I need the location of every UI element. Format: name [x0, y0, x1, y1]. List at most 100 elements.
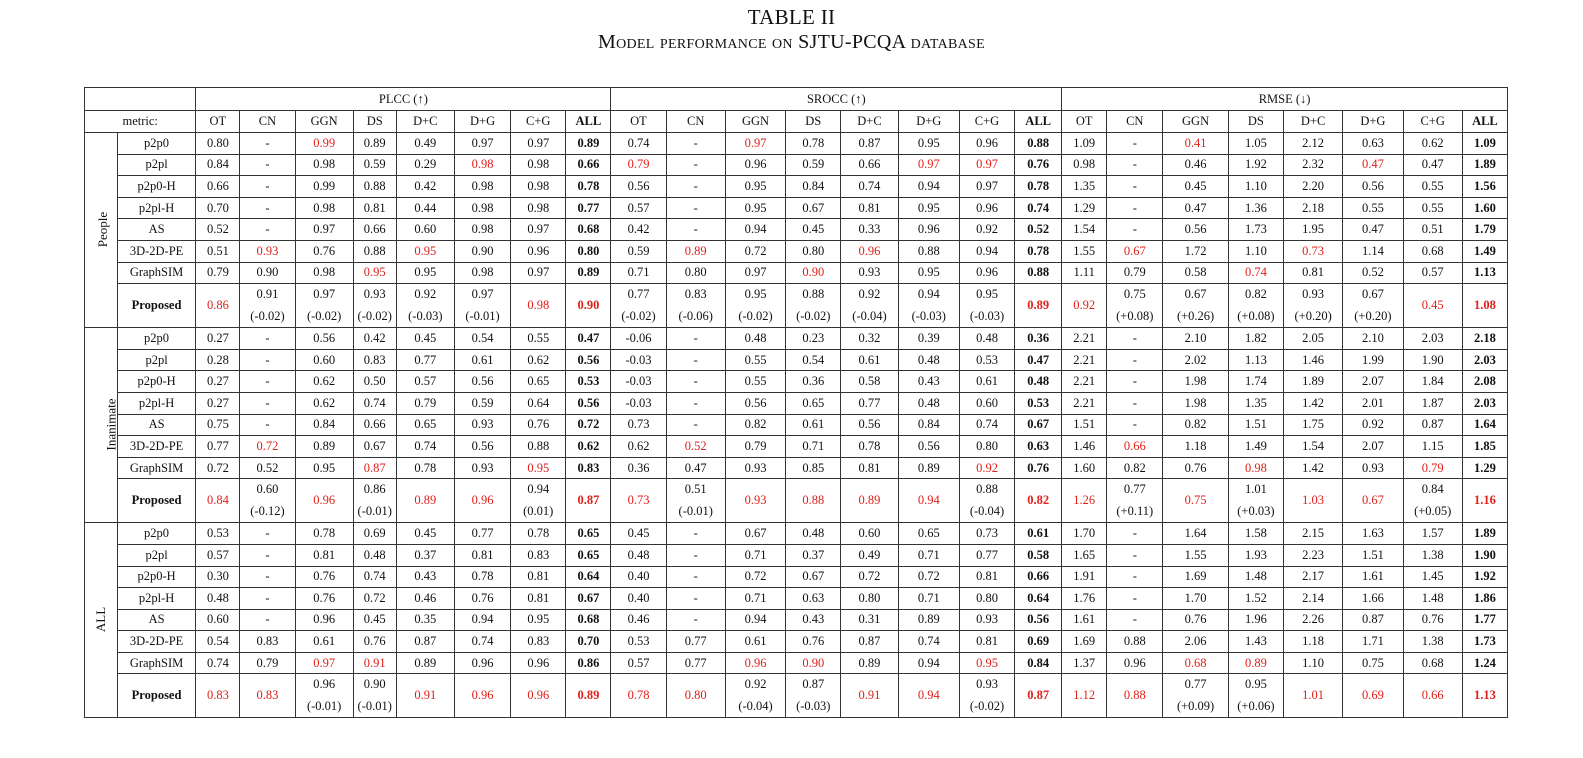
value-cell: 1.90 [1461, 543, 1509, 567]
value-cell: 0.97 [510, 261, 567, 285]
value-cell: 0.88 [1106, 673, 1164, 719]
value-cell: 0.67 (+0.26) [1162, 283, 1229, 329]
table-row: p2pl 0.84-0.98 0.59 0.29 0.98 0.98 0.66 0.79-0.… [85, 153, 1509, 177]
value-cell: 0.96 [453, 651, 512, 675]
value-cell: 0.90 [239, 261, 296, 285]
cell-diff: (-0.01) [357, 699, 392, 714]
cell-value: 1.01 [1244, 482, 1267, 497]
cell-value: 0.90 [363, 677, 386, 692]
value-cell: 0.74 [395, 435, 455, 458]
value-cell: 0.69 [1014, 630, 1063, 653]
value-cell: 1.49 [1227, 435, 1284, 458]
value-cell: 1.42 [1282, 456, 1344, 480]
value-cell: 0.64 [565, 565, 612, 589]
table-row: 3D-2D-PE 0.77 0.72 0.89 0.67 0.74 0.56 0.88 0.62… [85, 435, 1509, 458]
value-cell: 0.60 [958, 391, 1016, 415]
value-cell: 0.67 [1106, 239, 1164, 263]
cell-value: 0.93 [976, 677, 998, 692]
value-cell: 0.61 [785, 413, 842, 437]
value-cell: 0.96 [958, 132, 1016, 155]
value-cell: 1.18 [1162, 435, 1229, 458]
table-row: GraphSIM 0.72 0.52 0.95 0.87 0.78 0.93 0.95 0.83… [85, 456, 1509, 480]
value-cell: 0.77 (+0.11) [1106, 478, 1164, 524]
table-row: p2p0-H 0.66-0.99 0.88 0.42 0.98 0.98 0.78 0.56-… [85, 175, 1509, 198]
value-cell: 0.89 [1014, 283, 1063, 329]
value-cell: 0.96 [1106, 651, 1164, 675]
value-cell: 0.48 [785, 522, 842, 545]
value-cell: 0.87 [840, 630, 899, 653]
value-cell: 0.98 [1061, 153, 1108, 177]
value-cell: 0.84 [897, 413, 960, 437]
value-cell: 1.51 [1227, 413, 1284, 437]
value-cell: 2.17 [1282, 565, 1344, 589]
value-cell: 0.81 [958, 565, 1016, 589]
value-cell: 0.62 [565, 435, 612, 458]
value-cell: 2.21 [1061, 391, 1108, 415]
method-name: AS [116, 413, 197, 437]
method-name: p2p0-H [116, 370, 197, 393]
value-cell: 1.35 [1061, 175, 1108, 198]
cell-diff: (+0.20) [1354, 309, 1392, 324]
cell-value: 0.93 [1302, 287, 1325, 302]
value-cell: 0.89 [294, 435, 354, 458]
value-cell: 1.58 [1227, 522, 1284, 545]
value-cell: - [239, 565, 296, 589]
value-cell: 2.12 [1282, 132, 1344, 155]
value-cell: 1.46 [1282, 348, 1344, 372]
column-header: D+G [1342, 110, 1404, 133]
value-cell: 0.67 [724, 522, 787, 545]
value-cell: 0.96 [840, 239, 899, 263]
value-cell: 0.84 [195, 478, 241, 524]
value-cell: - [665, 218, 726, 241]
value-cell: 1.16 [1461, 478, 1509, 524]
value-cell: 0.98 [294, 153, 354, 177]
value-cell: 0.60 (-0.12) [239, 478, 296, 524]
value-cell: 1.63 [1342, 522, 1404, 545]
value-cell: 0.69 [352, 522, 397, 545]
value-cell: 0.95 [897, 132, 960, 155]
value-cell: 2.14 [1282, 587, 1344, 610]
value-cell: 1.91 [1061, 565, 1108, 589]
value-cell: 0.66 [195, 175, 241, 198]
value-cell: - [239, 132, 296, 155]
value-cell: 0.80 [958, 587, 1016, 610]
cell-value: 0.93 [363, 287, 386, 302]
value-cell: 0.98 [453, 218, 512, 241]
value-cell: 0.92 [1342, 413, 1404, 437]
cell-diff: (-0.03) [911, 309, 946, 324]
value-cell: - [239, 175, 296, 198]
value-cell: 0.56 [1342, 175, 1404, 198]
results-table: PLCC (↑) SROCC (↑) RMSE (↓) metric: OT CN GGN D… [83, 87, 1509, 719]
value-cell: 0.65 [565, 522, 612, 545]
column-header: D+C [1282, 110, 1344, 133]
value-cell: 0.79 [1402, 456, 1463, 480]
value-cell: 0.79 [395, 391, 455, 415]
value-cell: 0.73 [610, 478, 667, 524]
metric-row-label: metric: [83, 110, 197, 133]
cell-diff: (-0.03) [796, 699, 831, 714]
value-cell: 0.64 [1014, 587, 1063, 610]
value-cell: 0.84 (+0.05) [1402, 478, 1463, 524]
cell-diff: (+0.03) [1237, 504, 1275, 519]
value-cell: 0.94 [897, 478, 960, 524]
value-cell: 0.95 [395, 239, 455, 263]
value-cell: 0.51 [1402, 218, 1463, 241]
value-cell: - [1106, 196, 1164, 220]
method-name: AS [116, 218, 197, 241]
value-cell: 0.77 [195, 435, 241, 458]
method-name: Proposed [116, 673, 197, 719]
value-cell: 0.82 (+0.08) [1227, 283, 1284, 329]
value-cell: 0.78 [294, 522, 354, 545]
value-cell: 0.83 [239, 630, 296, 653]
value-cell: - [1106, 153, 1164, 177]
value-cell: 1.72 [1162, 239, 1229, 263]
value-cell: 0.94 [897, 175, 960, 198]
value-cell: 0.76 [294, 587, 354, 610]
table-row-proposed: Proposed 0.83 0.83 0.96 (-0.01) 0.90 (-0.01) 0.… [85, 673, 1509, 719]
value-cell: 0.76 [1014, 456, 1063, 480]
value-cell: - [665, 348, 726, 372]
value-cell: 0.89 [665, 239, 726, 263]
column-header: DS [352, 110, 397, 133]
value-cell: 1.92 [1461, 565, 1509, 589]
value-cell: 1.89 [1461, 522, 1509, 545]
